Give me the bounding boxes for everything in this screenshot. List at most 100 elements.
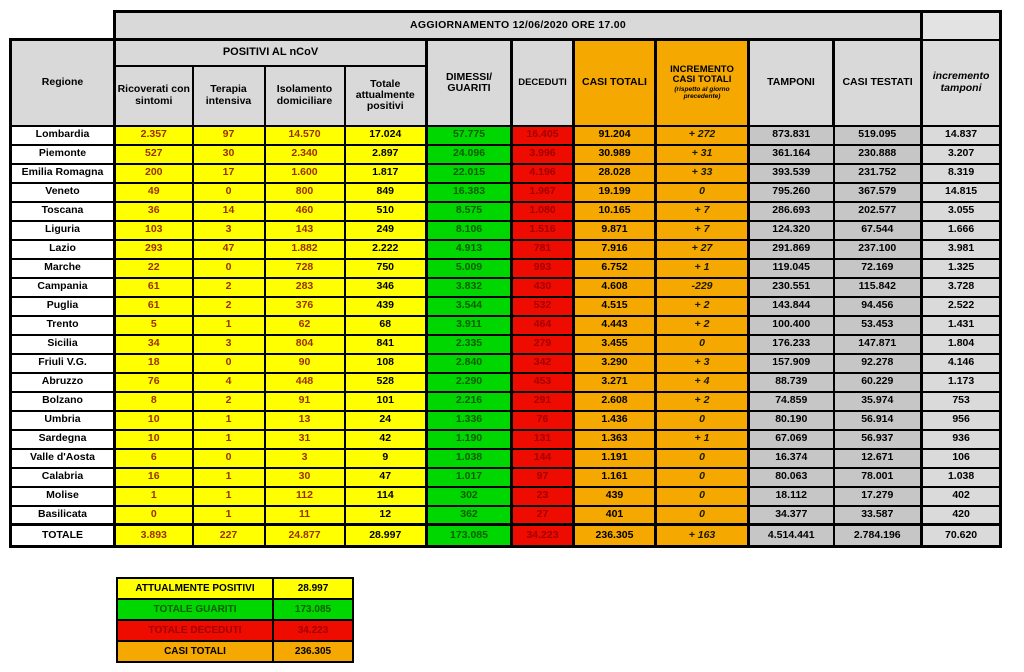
cell-casi-testati: 519.095 [832,124,924,146]
cell-casi-totali: 4.443 [572,314,657,336]
legend-label: TOTALE GUARITI [116,598,274,621]
cell-incremento-tamponi: 3.055 [920,200,1003,222]
cell-guariti: 5.009 [425,257,513,279]
cell-isolamento: 376 [263,295,346,317]
cell-guariti: 2.840 [425,352,513,374]
cell-casi-testati: 72.169 [832,257,924,279]
cell-casi-totali: 9.871 [572,219,657,241]
table-row: Lombardia 2.357 97 14.570 17.024 57.775 16.405… [9,124,1003,146]
table-row: Veneto 49 0 800 849 16.383 1.967 19.199 0 795.260… [9,181,1003,203]
cell-totale-positivi: 47 [343,466,428,488]
cell-incremento-tamponi: 753 [920,390,1003,412]
region-name: Abruzzo [9,371,116,393]
cell-ricoverati: 16 [113,466,194,488]
cell-casi-testati: 367.579 [832,181,924,203]
cell-casi-testati: 56.914 [832,409,924,431]
cell-casi-totali: 4.515 [572,295,657,317]
table-row: Piemonte 527 30 2.340 2.897 24.096 3.996 30.989… [9,143,1003,165]
cell-incremento-casi: + 2 [654,295,750,317]
cell-tamponi: 119.045 [747,257,835,279]
region-name: Friuli V.G. [9,352,116,374]
cell-casi-testati: 60.229 [832,371,924,393]
cell-terapia-intensiva: 3 [191,333,266,355]
cell-isolamento: 112 [263,485,346,507]
cell-deceduti: 144 [510,447,575,469]
cell-deceduti: 1.967 [510,181,575,203]
cell-casi-totali: 10.165 [572,200,657,222]
cell-incremento-tamponi: 3.981 [920,238,1003,260]
cell-casi-totali: 3.290 [572,352,657,374]
cell-deceduti: 1.080 [510,200,575,222]
cell-guariti: 8.106 [425,219,513,241]
cell-isolamento: 11 [263,504,346,526]
cell-terapia-intensiva: 30 [191,143,266,165]
cell-terapia-intensiva: 2 [191,390,266,412]
cell-incremento-tamponi: 3.207 [920,143,1003,165]
cell-incremento-casi: + 4 [654,371,750,393]
cell-terapia-intensiva: 1 [191,466,266,488]
table-row: Marche 22 0 728 750 5.009 993 6.752 + 1 119.045 72… [9,257,1003,279]
cell-incremento-tamponi: 1.173 [920,371,1003,393]
region-name: Lazio [9,238,116,260]
cell-incremento-tamponi: 2.522 [920,295,1003,317]
cell-isolamento: 2.340 [263,143,346,165]
incremento-casi-label: INCREMENTO CASI TOTALI [670,63,734,85]
cell-totale-positivi: 9 [343,447,428,469]
cell-guariti: 2.290 [425,371,513,393]
cell-terapia-intensiva: 17 [191,162,266,184]
cell-ricoverati: 1 [113,485,194,507]
cell-incremento-tamponi: 1.325 [920,257,1003,279]
legend-row: TOTALE DECEDUTI 34.223 [116,619,354,642]
region-name: Campania [9,276,116,298]
cell-tamponi: 230.551 [747,276,835,298]
cell-ricoverati: 10 [113,428,194,450]
cell-ricoverati: 34 [113,333,194,355]
cell-guariti: 3.911 [425,314,513,336]
cell-deceduti: 97 [510,466,575,488]
cell-casi-totali: 236.305 [572,523,657,548]
cell-tamponi: 80.190 [747,409,835,431]
cell-incremento-casi: + 2 [654,314,750,336]
cell-terapia-intensiva: 1 [191,409,266,431]
cell-ricoverati: 200 [113,162,194,184]
table-row: Toscana 36 14 460 510 8.575 1.080 10.165 + 7 286.… [9,200,1003,222]
cell-totale-positivi: 2.897 [343,143,428,165]
cell-ricoverati: 2.357 [113,124,194,146]
region-name: Bolzano [9,390,116,412]
cell-casi-testati: 202.577 [832,200,924,222]
table-row: Campania 61 2 283 346 3.832 430 4.608 -229 230.55… [9,276,1003,298]
cell-terapia-intensiva: 1 [191,428,266,450]
cell-totale-positivi: 510 [343,200,428,222]
cell-terapia-intensiva: 97 [191,124,266,146]
cell-incremento-casi: + 2 [654,390,750,412]
legend-row: TOTALE GUARITI 173.085 [116,598,354,621]
cell-ricoverati: 36 [113,200,194,222]
cell-guariti: 173.085 [425,523,513,548]
cell-deceduti: 453 [510,371,575,393]
cell-incremento-casi: 0 [654,409,750,431]
cell-casi-totali: 1.161 [572,466,657,488]
legend-label: TOTALE DECEDUTI [116,619,274,642]
cell-ricoverati: 0 [113,504,194,526]
cell-ricoverati: 49 [113,181,194,203]
region-name: Trento [9,314,116,336]
cell-terapia-intensiva: 4 [191,371,266,393]
column-header-terapia: Terapia intensiva [191,64,266,127]
cell-totale-positivi: 12 [343,504,428,526]
cell-terapia-intensiva: 14 [191,200,266,222]
cell-incremento-tamponi: 956 [920,409,1003,431]
cell-isolamento: 800 [263,181,346,203]
cell-totale-positivi: 108 [343,352,428,374]
column-header-ricoverati: Ricoverati con sintomi [113,64,194,127]
cell-incremento-casi: + 31 [654,143,750,165]
cell-incremento-casi: -229 [654,276,750,298]
cell-tamponi: 873.831 [747,124,835,146]
region-name: Veneto [9,181,116,203]
column-header-isolamento: Isolamento domiciliare [263,64,346,127]
legend-label: ATTUALMENTE POSITIVI [116,577,274,600]
cell-isolamento: 31 [263,428,346,450]
table-row: Umbria 10 1 13 24 1.336 76 1.436 0 80.190 56.914 95… [9,409,1003,431]
region-name: Toscana [9,200,116,222]
cell-incremento-tamponi: 14.815 [920,181,1003,203]
cell-terapia-intensiva: 0 [191,447,266,469]
